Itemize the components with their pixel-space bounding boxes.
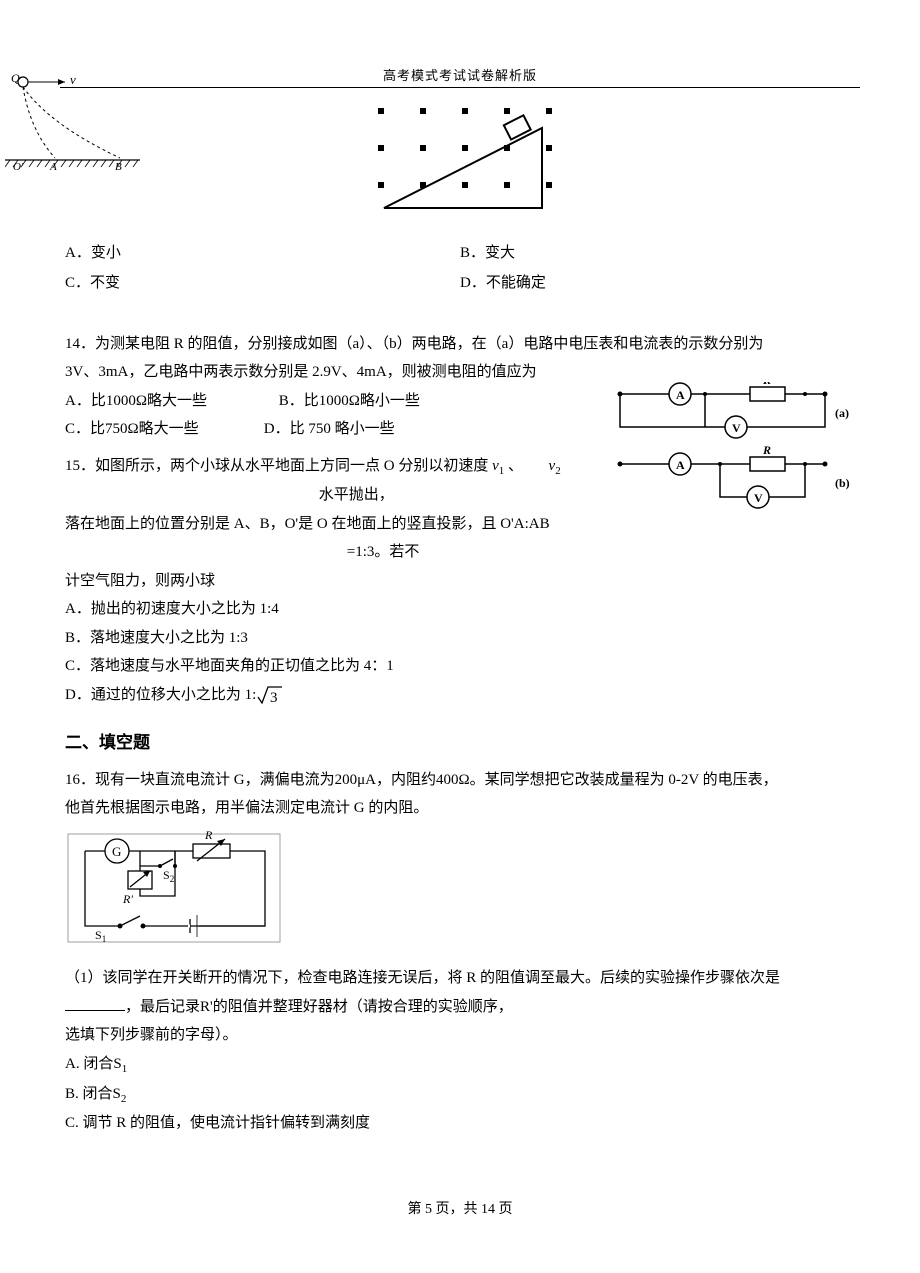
q16-p1-l3: 选填下列步骤前的字母）。 (65, 1021, 855, 1050)
q15-v1: v (492, 458, 499, 474)
svg-text:R: R (762, 382, 771, 387)
q15-l1a: 15．如图所示，两个小球从水平地面上方同一点 O 分别以初速度 (65, 458, 488, 474)
q15-l2b: =1:3。若不 (347, 544, 420, 560)
section2-header: 二、填空题 (65, 727, 855, 759)
svg-text:A: A (676, 458, 685, 472)
q16-stem-l1: 16．现有一块直流电流计 G，满偏电流为200μA，内阻约400Ω。某同学想把它… (65, 766, 855, 795)
projectile-diagram: Q v O' A B (5, 70, 140, 175)
svg-text:A: A (676, 388, 685, 402)
q16-stepC: C. 调节 R 的阻值，使电流计指针偏转到满刻度 (65, 1109, 855, 1138)
label-v: v (70, 72, 76, 87)
header-rule (60, 87, 860, 88)
projectile-svg: Q v O' A B (5, 70, 140, 170)
q13-optB: B．变大 (460, 239, 855, 268)
svg-text:(b): (b) (835, 476, 850, 490)
q15-optD: D．通过的位移大小之比为 1: 3 (65, 681, 855, 710)
q13-optD: D．不能确定 (460, 269, 855, 298)
q16-p1-l1: （1）该同学在开关断开的情况下，检查电路连接无误后，将 R 的阻值调至最大。后续… (65, 964, 855, 993)
q15-l1c: 水平抛出， (319, 487, 394, 503)
label-O: O' (13, 161, 24, 170)
q15-optB: B．落地速度大小之比为 1:3 (65, 624, 855, 653)
q16-p1-l2: ，最后记录R'的阻值并整理好器材（请按合理的实验顺序， (65, 993, 855, 1022)
q13-optA: A．变小 (65, 239, 460, 268)
q14-optC: C．比750Ω略大一些 (65, 415, 260, 444)
q13-figure (65, 100, 855, 231)
q13-optC: C．不变 (65, 269, 460, 298)
q13-options-row1: A．变小 B．变大 (65, 239, 855, 268)
svg-text:R: R (762, 443, 771, 457)
q15-l1b: 、 (508, 458, 523, 474)
circuits-svg: A V R (a) (605, 382, 855, 517)
svg-text:S1: S1 (95, 928, 106, 944)
label-B: B (115, 161, 122, 170)
q15-optD-pre: D．通过的位移大小之比为 1: (65, 687, 256, 703)
q15-optC: C．落地速度与水平地面夹角的正切值之比为 4：1 (65, 652, 855, 681)
svg-text:(a): (a) (835, 406, 849, 420)
q16-circuit-figure: G S2 R' R S1 (65, 831, 855, 957)
q15-v2sub: 2 (555, 465, 561, 477)
q16-stem-l2: 他首先根据图示电路，用半偏法测定电流计 G 的内阻。 (65, 794, 855, 823)
label-Q: Q (11, 71, 20, 85)
blank-fill[interactable] (65, 995, 125, 1011)
q14-optD: D．比 750 略小一些 (264, 421, 395, 437)
q15-v1sub: 1 (499, 465, 505, 477)
svg-text:S2: S2 (163, 868, 174, 884)
q14-optA: A．比1000Ω略大一些 (65, 387, 275, 416)
svg-text:R': R' (122, 892, 133, 906)
q16-stepA: A. 闭合S1 (65, 1050, 855, 1080)
q15-line3: 计空气阻力，则两小球 (65, 567, 855, 596)
q14-optB: B．比1000Ω略小一些 (279, 393, 420, 409)
svg-text:R: R (204, 831, 213, 842)
q15-optA: A．抛出的初速度大小之比为 1:4 (65, 595, 855, 624)
page-footer: 第 5 页，共 14 页 (0, 1198, 920, 1218)
q16-circuit-svg: G S2 R' R S1 (65, 831, 285, 946)
svg-text:V: V (732, 421, 741, 435)
q13-options-row2: C．不变 D．不能确定 (65, 269, 855, 298)
q14-circuits-figure: A V R (a) (605, 382, 855, 528)
svg-text:V: V (754, 491, 763, 505)
sqrt-icon: 3 (256, 683, 284, 707)
svg-text:3: 3 (270, 690, 278, 706)
incline-svg (360, 100, 560, 220)
q16-stepB: B. 闭合S2 (65, 1080, 855, 1110)
q16-p1-l2b: ，最后记录R'的阻值并整理好器材（请按合理的实验顺序， (125, 999, 513, 1015)
q14-stem-l1: 14．为测某电阻 R 的阻值，分别接成如图（a）、（b）两电路，在（a）电路中电… (65, 330, 855, 359)
label-A: A (49, 161, 57, 170)
svg-text:G: G (112, 844, 121, 859)
q15-l2a: 落在地面上的位置分别是 A、B，O'是 O 在地面上的竖直投影，且 O'A:AB (65, 516, 550, 532)
